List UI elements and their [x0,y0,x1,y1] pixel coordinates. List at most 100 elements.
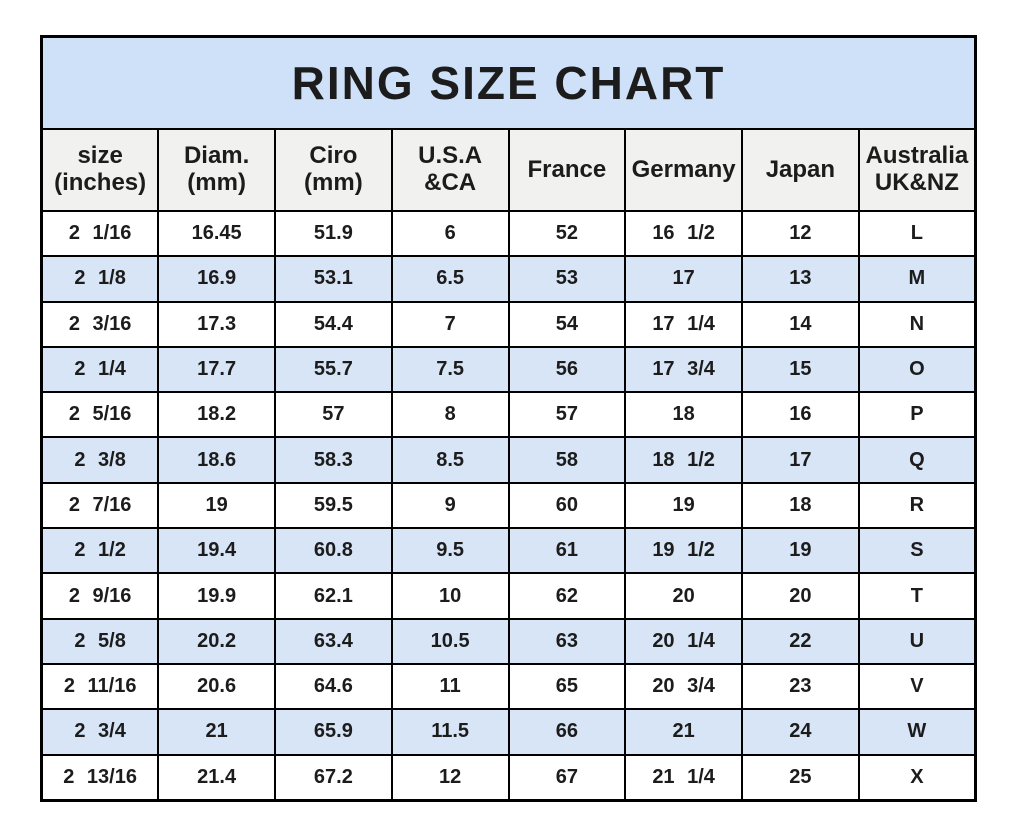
table-cell: 59.5 [274,481,393,530]
table-cell: 19 [741,527,860,575]
table-cell: 21 1/4 [624,753,743,802]
table-cell: 21 [624,708,743,756]
table-cell: 20 3/4 [624,662,743,711]
table-cell: 19.4 [157,527,276,575]
table-cell: 11.5 [390,708,510,756]
table-cell: 18 [624,391,743,439]
table-cell: 2 3/16 [40,300,160,348]
table-cell: 17 [624,255,743,303]
table-row: 2 13/16 21.4 67.2 12 67 21 1/4 25 X [40,753,977,802]
table-cell: 8 [390,391,510,439]
table-cell: 67.2 [274,753,393,802]
table-cell: 7 [390,300,510,348]
table-cell: 56 [507,345,627,394]
table-cell: 62 [507,572,627,620]
table-cell: 65 [507,662,627,711]
table-cell: L [857,209,977,258]
table-cell: Q [857,436,977,484]
table-cell: 60 [507,481,627,530]
table-cell: 12 [741,209,860,258]
table-cell: 6.5 [390,255,510,303]
table-cell: 52 [507,209,627,258]
column-header-australia-uk-nz: Australia UK&NZ [857,128,977,212]
table-cell: 20.6 [157,662,276,711]
ring-size-table-body: 2 1/16 16.45 51.9 6 52 16 1/2 12 L 2 1/8 16.9 53.1… [40,209,977,802]
table-cell: 17.7 [157,345,276,394]
table-cell: 20 1/4 [624,617,743,665]
table-cell: 16.9 [157,255,276,303]
table-cell: 57 [274,391,393,439]
table-cell: 2 1/16 [40,209,160,258]
title-row: RING SIZE CHART [40,35,977,130]
table-cell: 16.45 [157,209,276,258]
table-cell: 2 3/8 [40,436,160,484]
table-row: 2 1/16 16.45 51.9 6 52 16 1/2 12 L [40,209,977,258]
table-row: 2 1/2 19.4 60.8 9.5 61 19 1/2 19 S [40,527,977,575]
table-cell: 63.4 [274,617,393,665]
table-cell: 63 [507,617,627,665]
column-header-diameter-mm: Diam. (mm) [157,128,276,212]
table-cell: 19 [157,481,276,530]
table-cell: 55.7 [274,345,393,394]
table-cell: U [857,617,977,665]
table-cell: 9 [390,481,510,530]
column-header-size-inches: size (inches) [40,128,160,212]
table-row: 2 1/8 16.9 53.1 6.5 53 17 13 M [40,255,977,303]
table-cell: 21.4 [157,753,276,802]
table-cell: M [857,255,977,303]
table-cell: N [857,300,977,348]
column-header-row: size (inches) Diam. (mm) Ciro (mm) U.S.A… [40,128,977,212]
table-cell: T [857,572,977,620]
table-cell: 8.5 [390,436,510,484]
table-row: 2 5/16 18.2 57 8 57 18 16 P [40,391,977,439]
table-cell: 53.1 [274,255,393,303]
column-header-germany: Germany [624,128,743,212]
table-cell: 2 1/8 [40,255,160,303]
table-cell: 19.9 [157,572,276,620]
table-cell: V [857,662,977,711]
table-row: 2 5/8 20.2 63.4 10.5 63 20 1/4 22 U [40,617,977,665]
chart-title: RING SIZE CHART [40,35,977,130]
column-header-japan: Japan [741,128,860,212]
table-cell: 2 1/2 [40,527,160,575]
table-cell: 2 9/16 [40,572,160,620]
table-cell: 67 [507,753,627,802]
table-cell: 12 [390,753,510,802]
table-cell: 2 5/8 [40,617,160,665]
table-cell: 15 [741,345,860,394]
table-cell: 2 3/4 [40,708,160,756]
table-cell: P [857,391,977,439]
table-cell: 16 1/2 [624,209,743,258]
table-cell: 25 [741,753,860,802]
table-row: 2 1/4 17.7 55.7 7.5 56 17 3/4 15 O [40,345,977,394]
table-row: 2 7/16 19 59.5 9 60 19 18 R [40,481,977,530]
table-cell: 18.6 [157,436,276,484]
table-cell: S [857,527,977,575]
table-cell: 7.5 [390,345,510,394]
table-cell: 54 [507,300,627,348]
column-header-circumference-mm: Ciro (mm) [274,128,393,212]
table-cell: 17 1/4 [624,300,743,348]
table-cell: 2 1/4 [40,345,160,394]
table-cell: 9.5 [390,527,510,575]
table-cell: 14 [741,300,860,348]
table-cell: 18 1/2 [624,436,743,484]
table-cell: 19 [624,481,743,530]
table-cell: 58 [507,436,627,484]
table-cell: 6 [390,209,510,258]
table-row: 2 3/16 17.3 54.4 7 54 17 1/4 14 N [40,300,977,348]
table-cell: 53 [507,255,627,303]
column-header-usa-ca: U.S.A &CA [390,128,510,212]
table-cell: 18.2 [157,391,276,439]
table-cell: 54.4 [274,300,393,348]
table-cell: 58.3 [274,436,393,484]
table-cell: 20.2 [157,617,276,665]
table-cell: W [857,708,977,756]
table-cell: 22 [741,617,860,665]
table-cell: 57 [507,391,627,439]
table-cell: 19 1/2 [624,527,743,575]
table-cell: 13 [741,255,860,303]
table-cell: 18 [741,481,860,530]
table-row: 2 11/16 20.6 64.6 11 65 20 3/4 23 V [40,662,977,711]
